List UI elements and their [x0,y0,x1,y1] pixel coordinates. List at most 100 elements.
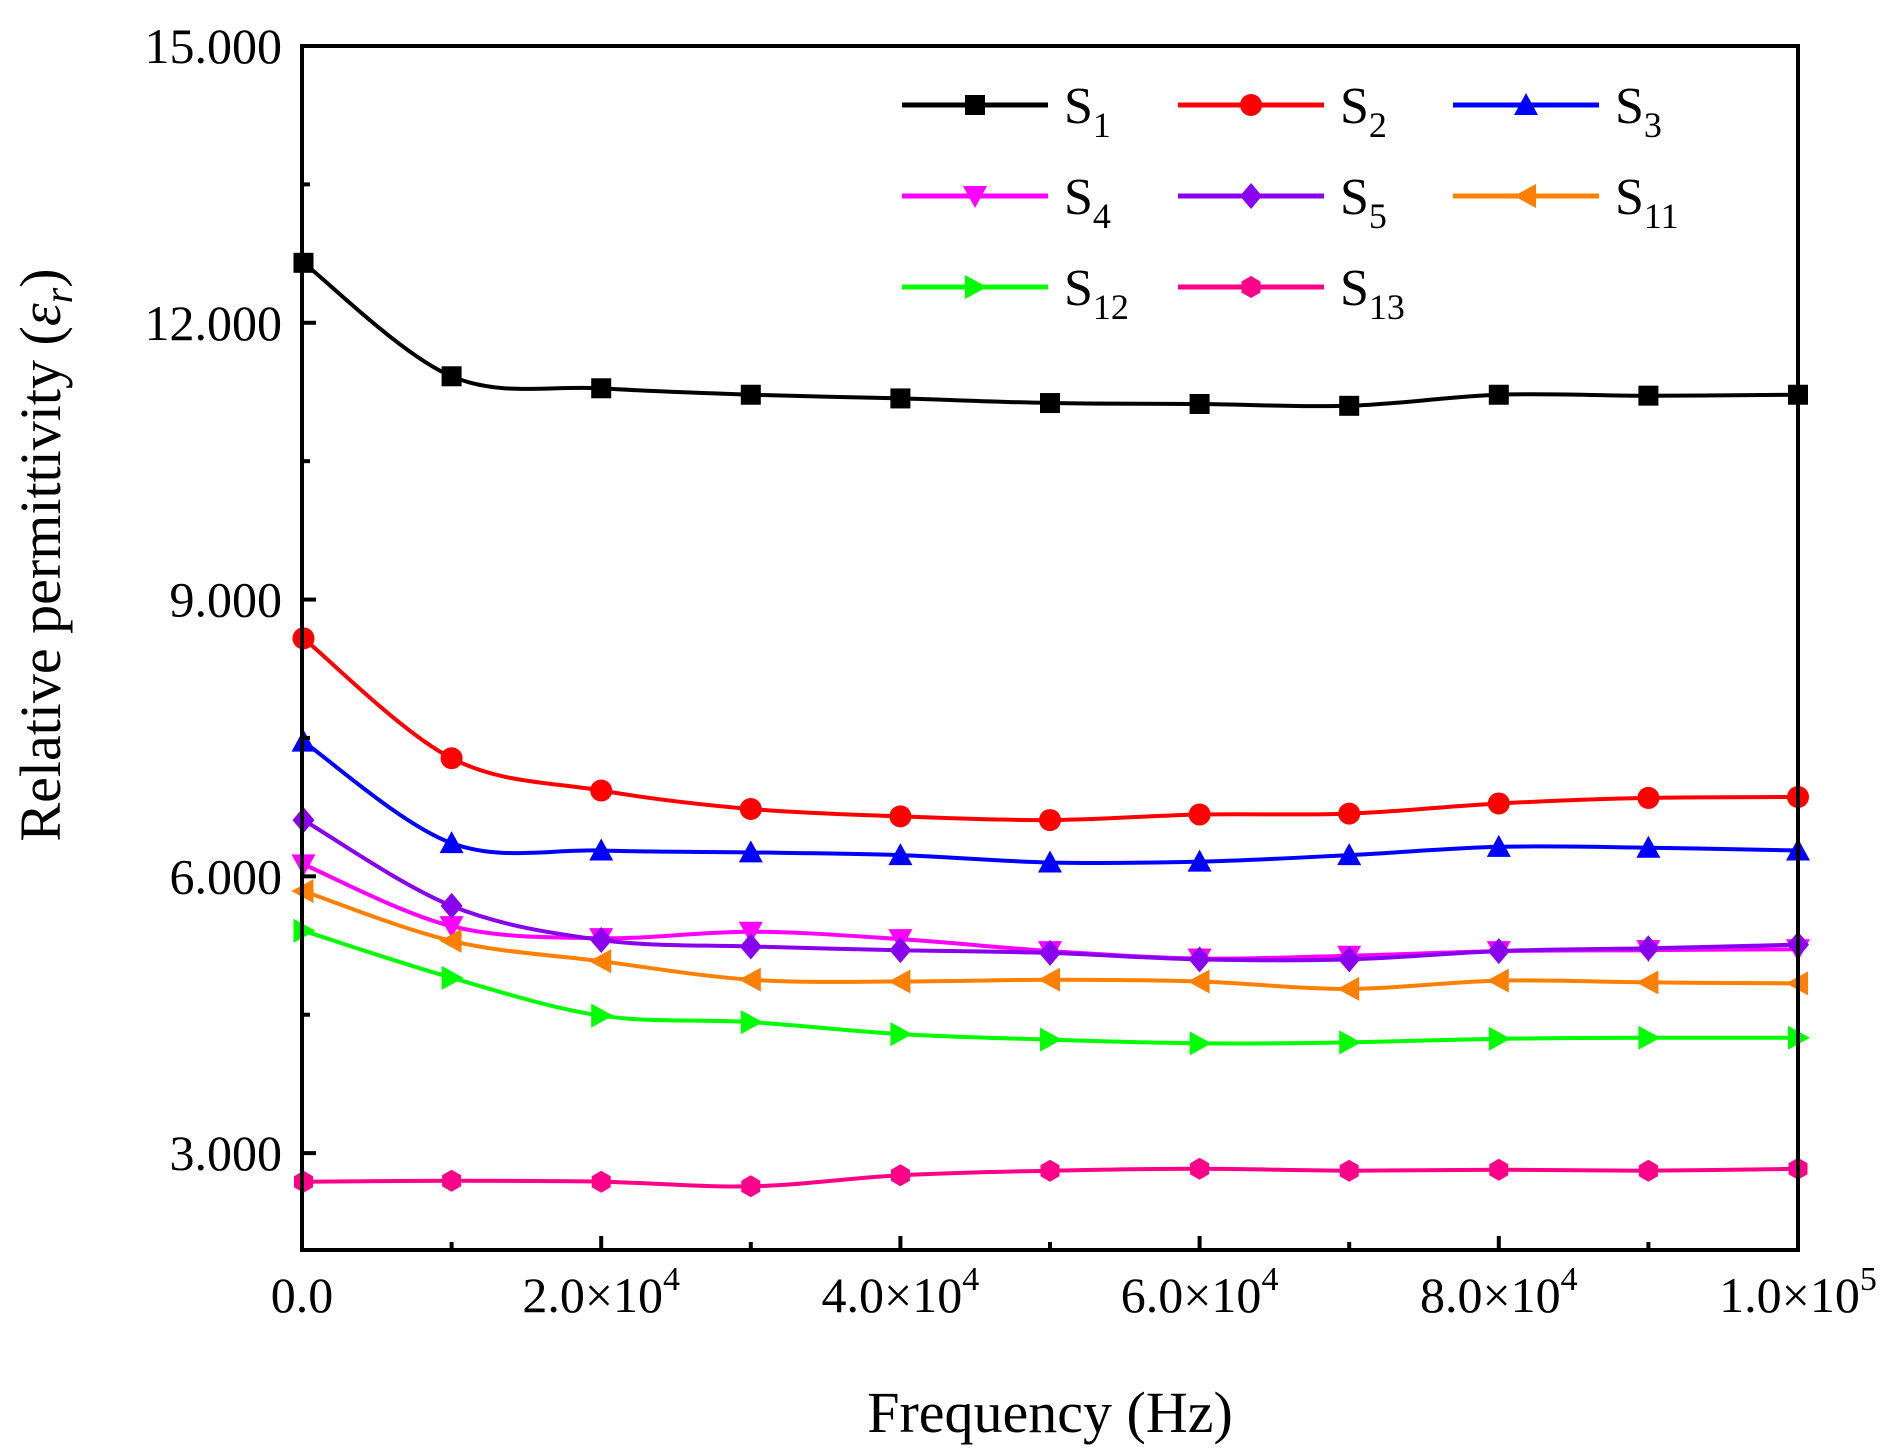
data-point-S12-5 [1040,1027,1062,1052]
data-point-S1-6 [1189,393,1210,414]
data-point-S13-1 [442,1169,462,1192]
legend-label-S2: S2 [1340,78,1387,145]
legend-label-S1: S1 [1064,78,1111,145]
legend-item-S11: S11 [1453,169,1679,236]
x-tick-label-0: 0.0 [271,1267,334,1323]
data-point-S11-2 [589,949,612,974]
legend-marker-S11 [1514,184,1536,208]
data-point-S3-8 [1486,834,1511,857]
data-point-S2-5 [1039,809,1061,832]
data-point-S12-1 [441,965,464,990]
y-tick-label-2: 9.000 [170,572,283,628]
data-point-S3-7 [1337,843,1362,866]
data-point-S3-5 [1038,850,1062,873]
data-point-S2-1 [440,747,463,770]
data-point-S2-6 [1188,803,1211,826]
legend-marker-S12 [965,275,987,299]
data-point-S2-2 [590,779,613,802]
data-point-S2-3 [739,797,762,820]
data-point-S2-8 [1487,792,1510,815]
data-point-S3-2 [589,838,614,861]
data-point-S13-2 [591,1170,611,1193]
data-point-S3-1 [439,831,464,854]
legend-item-S13: S13 [1178,260,1405,327]
legend-marker-S5 [1240,183,1262,209]
data-point-S3-4 [888,843,913,866]
y-tick-label-4: 15.000 [145,18,283,74]
data-point-S12-2 [591,1003,614,1028]
legend-item-S4: S4 [902,169,1111,236]
legend-item-S2: S2 [1178,78,1387,145]
x-axis-label: Frequency (Hz) [867,1380,1233,1445]
data-point-S4-1 [439,916,464,939]
data-point-S1-3 [740,384,761,405]
y-axis-label-symbol: ε [8,303,73,326]
data-point-S3-6 [1187,849,1212,872]
data-point-S12-6 [1189,1031,1212,1056]
x-tick-label-5: 1.0×105 [1719,1261,1877,1323]
legend-item-S3: S3 [1453,78,1662,145]
legend-label-S4: S4 [1064,169,1111,236]
data-point-S1-9 [1638,385,1659,406]
series-S12 [293,918,1810,1056]
legend-item-S1: S1 [902,78,1111,145]
data-point-S11-6 [1187,969,1210,994]
y-axis-label: Relative permittivity (εr) [8,268,81,841]
data-point-S4-3 [738,921,763,944]
data-point-S5-6 [1188,946,1211,973]
data-point-S11-3 [738,967,761,992]
data-point-S11-5 [1038,967,1060,992]
legend-label-S12: S12 [1064,260,1129,327]
legend-item-S5: S5 [1178,169,1387,236]
data-point-S11-8 [1486,968,1509,993]
y-tick-label-0: 3.000 [170,1125,283,1181]
legend-label-S11: S11 [1615,169,1679,236]
data-point-S13-6 [1190,1157,1210,1180]
data-point-S1-8 [1488,384,1509,405]
data-point-S1-7 [1339,395,1360,416]
data-point-S12-7 [1339,1030,1362,1055]
legend-item-S12: S12 [902,260,1129,327]
data-point-S1-5 [1040,393,1060,414]
data-point-S2-7 [1338,802,1361,825]
x-tick-label-3: 6.0×104 [1121,1261,1279,1323]
data-point-S5-1 [440,892,463,919]
y-tick-label-3: 12.000 [145,295,283,351]
legend-label-S13: S13 [1340,260,1405,327]
data-point-S5-7 [1338,946,1361,973]
y-axis-label-main: Relative permittivity ( [8,326,73,841]
y-tick-label-1: 6.000 [170,848,283,904]
data-point-S11-1 [439,928,462,953]
data-point-S5-5 [1039,939,1061,966]
series-S11 [291,879,1808,1001]
legend-marker-S4 [963,186,987,208]
axis-layer: 0.0 2.0×104 4.0×104 6.0×104 8.0×104 1.0×105 3.… [145,18,1877,1323]
x-tick-label-4: 8.0×104 [1420,1261,1578,1323]
series-layer [291,252,1810,1198]
data-point-S5-8 [1487,938,1510,965]
y-axis-label-close: ) [8,268,73,287]
data-point-S12-3 [740,1010,763,1035]
data-point-S12-8 [1488,1026,1511,1051]
x-tick-label-2: 4.0×104 [822,1261,980,1323]
data-point-S13-8 [1489,1158,1509,1181]
data-point-S13-5 [1040,1159,1060,1182]
data-point-S5-2 [590,927,613,954]
data-point-S2-9 [1637,786,1660,809]
series-S1 [293,252,1808,416]
y-axis-label-subscript: r [36,287,81,303]
data-point-S1-2 [591,378,612,399]
x-tick-label-1: 2.0×104 [522,1261,680,1323]
data-point-S3-3 [738,840,763,863]
legend: S1 S2 S3 S4 S5 S11 S12 S13 [902,78,1679,327]
data-point-S12-9 [1638,1025,1661,1050]
series-S2 [292,627,1809,832]
data-point-S13-7 [1339,1159,1359,1182]
legend-label-S5: S5 [1340,169,1387,236]
data-point-S1-1 [441,366,462,387]
data-point-S13-4 [890,1164,910,1187]
legend-label-S3: S3 [1615,78,1662,145]
data-point-S3-9 [1636,835,1661,858]
